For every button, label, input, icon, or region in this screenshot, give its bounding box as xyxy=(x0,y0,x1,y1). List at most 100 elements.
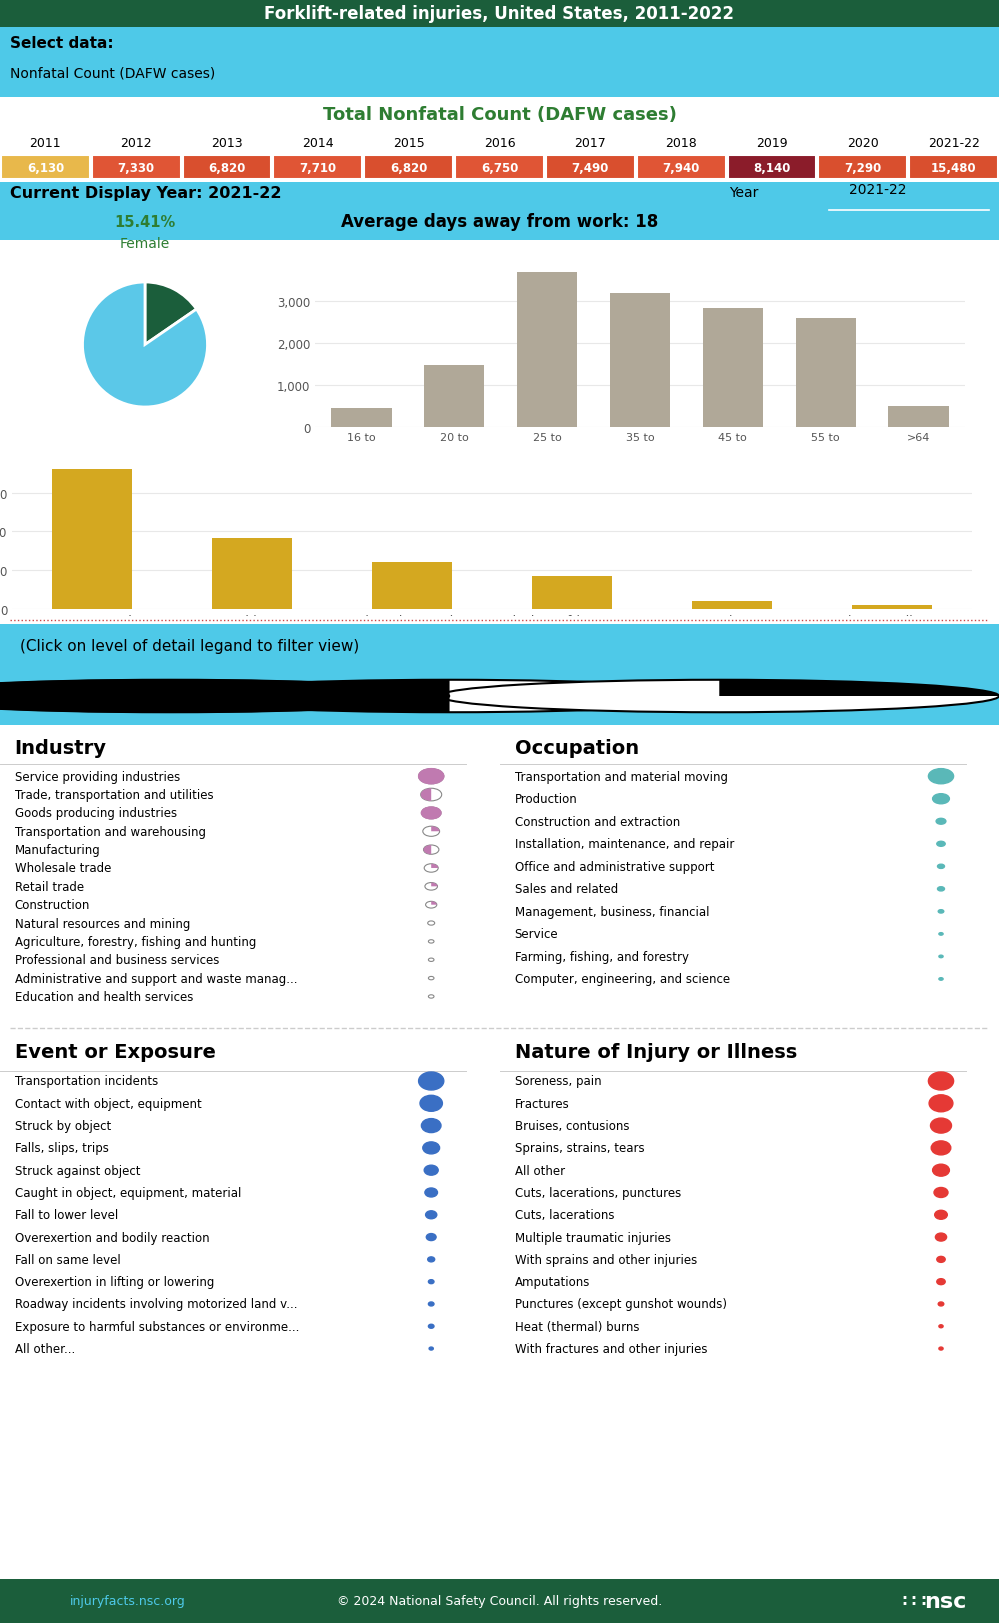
Circle shape xyxy=(419,1073,444,1091)
Bar xyxy=(425,365,485,428)
Text: Goods producing industries: Goods producing industries xyxy=(15,807,177,820)
Circle shape xyxy=(0,680,450,712)
Circle shape xyxy=(422,808,441,820)
Circle shape xyxy=(421,789,442,802)
Circle shape xyxy=(170,680,729,712)
Wedge shape xyxy=(432,902,437,906)
Circle shape xyxy=(425,1165,439,1175)
Wedge shape xyxy=(145,282,197,346)
Text: 2021-22: 2021-22 xyxy=(928,136,980,149)
Text: Cuts, lacerations: Cuts, lacerations xyxy=(514,1209,614,1222)
Text: Struck against object: Struck against object xyxy=(15,1164,140,1177)
Circle shape xyxy=(931,1141,951,1156)
Text: Multiple traumatic injuries: Multiple traumatic injuries xyxy=(514,1230,670,1243)
Circle shape xyxy=(423,826,440,837)
Wedge shape xyxy=(424,846,432,855)
Text: Administrative and support and waste manag...: Administrative and support and waste man… xyxy=(15,972,297,985)
Text: Production: Production xyxy=(514,792,577,805)
Text: Year: Year xyxy=(729,187,758,200)
Text: Event or Exposure: Event or Exposure xyxy=(15,1044,216,1061)
Circle shape xyxy=(929,1096,953,1112)
Circle shape xyxy=(430,1347,434,1350)
Text: Construction: Construction xyxy=(15,899,90,912)
Text: 2020: 2020 xyxy=(847,136,879,149)
Bar xyxy=(692,602,772,610)
Bar xyxy=(636,156,725,180)
Text: 2019: 2019 xyxy=(756,136,788,149)
Circle shape xyxy=(420,1096,443,1112)
Text: 2017: 2017 xyxy=(574,136,606,149)
Circle shape xyxy=(440,680,999,712)
Circle shape xyxy=(939,956,943,958)
Text: Overexertion in lifting or lowering: Overexertion in lifting or lowering xyxy=(15,1276,214,1289)
Text: Occupation: Occupation xyxy=(514,738,638,758)
Bar xyxy=(372,563,452,610)
Text: Falls, slips, trips: Falls, slips, trips xyxy=(15,1141,109,1154)
Text: Male: Male xyxy=(129,482,162,495)
Circle shape xyxy=(939,979,943,980)
Wedge shape xyxy=(432,826,440,831)
Wedge shape xyxy=(432,863,439,868)
Circle shape xyxy=(933,794,949,805)
Circle shape xyxy=(935,1233,947,1242)
Circle shape xyxy=(419,769,444,784)
Text: Average days away from work: 18: Average days away from work: 18 xyxy=(341,213,658,232)
Bar xyxy=(183,156,272,180)
Bar xyxy=(795,320,856,428)
Circle shape xyxy=(429,1302,434,1307)
Bar xyxy=(52,471,132,610)
Text: 7,940: 7,940 xyxy=(662,161,700,174)
Text: Overexertion and bodily reaction: Overexertion and bodily reaction xyxy=(15,1230,210,1243)
Text: With fractures and other injuries: With fractures and other injuries xyxy=(514,1342,707,1355)
Circle shape xyxy=(425,883,438,891)
Text: Current Display Year: 2021-22: Current Display Year: 2021-22 xyxy=(10,185,282,201)
Circle shape xyxy=(429,977,434,980)
Circle shape xyxy=(429,995,434,998)
Text: Fall on same level: Fall on same level xyxy=(15,1253,121,1266)
Bar xyxy=(365,156,454,180)
Circle shape xyxy=(426,1211,437,1219)
Text: Service providing industries: Service providing industries xyxy=(15,771,180,784)
Bar xyxy=(909,156,998,180)
Wedge shape xyxy=(83,282,208,407)
Circle shape xyxy=(934,1188,948,1198)
Text: 7,710: 7,710 xyxy=(300,161,337,174)
Circle shape xyxy=(938,911,944,914)
Text: Management, business, financial: Management, business, financial xyxy=(514,906,709,919)
Text: Soreness, pain: Soreness, pain xyxy=(514,1074,601,1087)
Text: 6,130: 6,130 xyxy=(27,161,64,174)
Circle shape xyxy=(935,1211,947,1219)
Text: All other: All other xyxy=(514,1164,564,1177)
Circle shape xyxy=(422,1118,441,1133)
Text: 2021-22: 2021-22 xyxy=(849,183,907,196)
Text: 6,820: 6,820 xyxy=(209,161,246,174)
Text: Office and administrative support: Office and administrative support xyxy=(514,860,714,873)
Text: Installation, maintenance, and repair: Installation, maintenance, and repair xyxy=(514,837,734,850)
Circle shape xyxy=(939,933,943,935)
Text: 8,140: 8,140 xyxy=(753,161,790,174)
Text: © 2024 National Safety Council. All rights reserved.: © 2024 National Safety Council. All righ… xyxy=(337,1594,662,1607)
Circle shape xyxy=(426,902,437,909)
Text: Professional and business services: Professional and business services xyxy=(15,954,219,967)
Bar xyxy=(852,605,932,610)
Wedge shape xyxy=(432,883,438,886)
Circle shape xyxy=(933,1164,949,1177)
Circle shape xyxy=(939,1324,943,1328)
Text: Computer, engineering, and science: Computer, engineering, and science xyxy=(514,972,730,985)
Bar xyxy=(456,156,543,180)
Text: 2015: 2015 xyxy=(393,136,425,149)
Circle shape xyxy=(423,1143,440,1154)
Wedge shape xyxy=(170,680,450,712)
Text: 84.59%: 84.59% xyxy=(115,461,176,476)
Text: Nature of Injury or Illness: Nature of Injury or Illness xyxy=(514,1044,797,1061)
Circle shape xyxy=(428,1258,435,1263)
Text: 2016: 2016 xyxy=(484,136,515,149)
Circle shape xyxy=(429,1281,434,1284)
Text: Service: Service xyxy=(514,928,558,941)
Text: Industry: Industry xyxy=(15,738,107,758)
Circle shape xyxy=(939,1347,943,1350)
Text: 7,290: 7,290 xyxy=(844,161,881,174)
Text: Contact with object, equipment: Contact with object, equipment xyxy=(15,1097,202,1110)
Text: 6,750: 6,750 xyxy=(481,161,518,174)
Text: Wholesale trade: Wholesale trade xyxy=(15,862,111,875)
